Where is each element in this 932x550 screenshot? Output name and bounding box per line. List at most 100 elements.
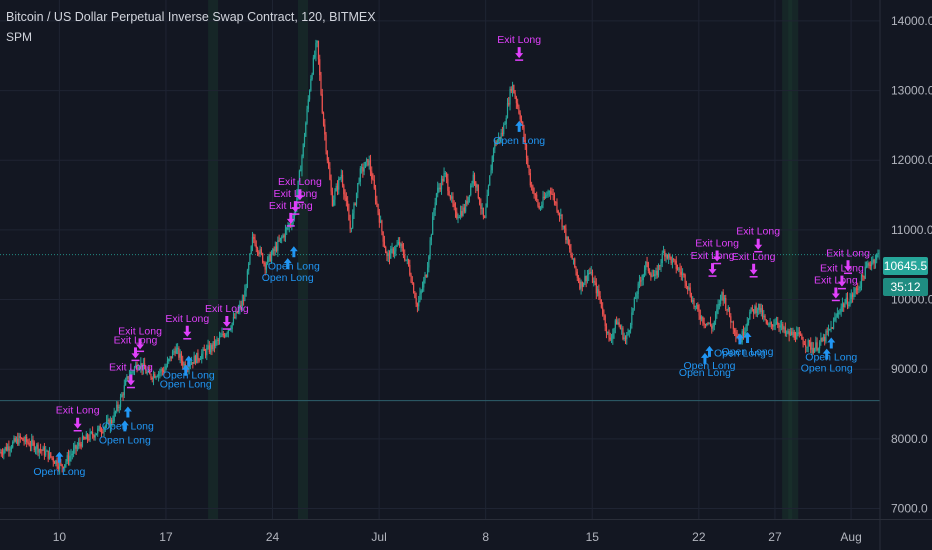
candle-body[interactable]: [319, 59, 321, 76]
candle-body[interactable]: [547, 191, 549, 195]
candle-body[interactable]: [202, 348, 204, 354]
candle-body[interactable]: [717, 304, 719, 310]
candle-body[interactable]: [851, 294, 854, 297]
candle-body[interactable]: [793, 332, 795, 338]
candle-body[interactable]: [369, 160, 372, 172]
candle-body[interactable]: [284, 229, 287, 238]
candle-body[interactable]: [822, 336, 825, 342]
candle-body[interactable]: [426, 267, 429, 277]
candle-body[interactable]: [755, 306, 757, 314]
candle-body[interactable]: [390, 248, 392, 259]
candle-body[interactable]: [699, 315, 701, 320]
candle-body[interactable]: [386, 253, 388, 257]
candle-body[interactable]: [350, 227, 353, 229]
candle-body[interactable]: [806, 346, 808, 348]
candle-body[interactable]: [532, 185, 534, 194]
candle-body[interactable]: [637, 283, 639, 295]
candle-body[interactable]: [517, 103, 519, 107]
candle-body[interactable]: [61, 464, 63, 467]
candle-body[interactable]: [117, 404, 119, 408]
candle-body[interactable]: [206, 348, 208, 356]
candle-body[interactable]: [108, 419, 110, 428]
candle-body[interactable]: [166, 361, 169, 367]
candle-body[interactable]: [470, 185, 472, 196]
candle-body[interactable]: [763, 315, 765, 318]
candle-body[interactable]: [588, 272, 590, 275]
candle-body[interactable]: [449, 195, 452, 199]
candle-body[interactable]: [303, 136, 306, 144]
candle-body[interactable]: [392, 248, 394, 254]
candle-body[interactable]: [478, 198, 481, 205]
candle-body[interactable]: [183, 363, 185, 366]
candle-body[interactable]: [329, 167, 331, 180]
candle-body[interactable]: [614, 320, 616, 329]
candle-body[interactable]: [53, 461, 56, 464]
candle-body[interactable]: [543, 196, 545, 199]
candle-body[interactable]: [831, 327, 833, 329]
candle-body[interactable]: [782, 324, 784, 330]
candle-body[interactable]: [100, 431, 103, 433]
candle-body[interactable]: [220, 336, 222, 338]
candle-body[interactable]: [29, 445, 32, 447]
candle-body[interactable]: [838, 312, 840, 314]
candle-body[interactable]: [211, 345, 213, 350]
candle-body[interactable]: [311, 73, 313, 80]
candle-body[interactable]: [590, 272, 592, 274]
candle-body[interactable]: [551, 193, 553, 195]
candle-body[interactable]: [52, 457, 54, 462]
candle-body[interactable]: [364, 161, 366, 168]
candle-body[interactable]: [711, 325, 713, 329]
candle-body[interactable]: [421, 287, 424, 291]
candle-body[interactable]: [377, 204, 379, 213]
candle-body[interactable]: [751, 307, 753, 310]
candle-body[interactable]: [819, 342, 821, 349]
candle-body[interactable]: [461, 211, 463, 216]
candle-body[interactable]: [648, 270, 651, 274]
candle-body[interactable]: [787, 331, 789, 333]
candle-body[interactable]: [693, 300, 695, 307]
candle-body[interactable]: [372, 179, 374, 181]
candle-body[interactable]: [371, 171, 373, 180]
candle-body[interactable]: [659, 265, 661, 267]
candle-body[interactable]: [70, 454, 72, 457]
candle-body[interactable]: [619, 325, 622, 330]
candle-body[interactable]: [484, 216, 486, 218]
candle-body[interactable]: [253, 236, 255, 239]
candle-body[interactable]: [477, 184, 479, 199]
candle-body[interactable]: [523, 127, 525, 140]
candle-body[interactable]: [72, 448, 75, 454]
candle-body[interactable]: [609, 337, 611, 340]
candle-body[interactable]: [465, 201, 467, 212]
candle-body[interactable]: [27, 441, 29, 443]
candle-body[interactable]: [514, 93, 516, 98]
candle-body[interactable]: [825, 331, 827, 342]
candle-body[interactable]: [164, 369, 166, 373]
candle-body[interactable]: [817, 348, 819, 351]
candle-body[interactable]: [747, 319, 750, 324]
candle-body[interactable]: [657, 265, 660, 276]
candle-body[interactable]: [602, 307, 604, 315]
candle-body[interactable]: [237, 308, 240, 313]
candle-body[interactable]: [138, 367, 141, 369]
candle-body[interactable]: [665, 254, 667, 257]
candle-body[interactable]: [373, 179, 375, 189]
candle-body[interactable]: [863, 276, 865, 279]
candle-body[interactable]: [420, 290, 422, 294]
candle-body[interactable]: [618, 322, 620, 326]
candle-body[interactable]: [161, 369, 163, 371]
candle-body[interactable]: [511, 84, 514, 92]
candle-body[interactable]: [798, 332, 800, 335]
candle-body[interactable]: [603, 314, 605, 316]
candle-body[interactable]: [820, 338, 822, 343]
candle-body[interactable]: [571, 255, 573, 260]
candle-body[interactable]: [586, 274, 589, 282]
candle-body[interactable]: [593, 281, 595, 283]
candle-body[interactable]: [437, 187, 439, 194]
candle-body[interactable]: [374, 188, 377, 202]
candle-body[interactable]: [250, 246, 252, 254]
candle-body[interactable]: [279, 237, 281, 241]
candle-body[interactable]: [259, 249, 261, 254]
candle-body[interactable]: [289, 224, 292, 226]
candle-body[interactable]: [275, 246, 278, 251]
candle-body[interactable]: [456, 211, 458, 219]
